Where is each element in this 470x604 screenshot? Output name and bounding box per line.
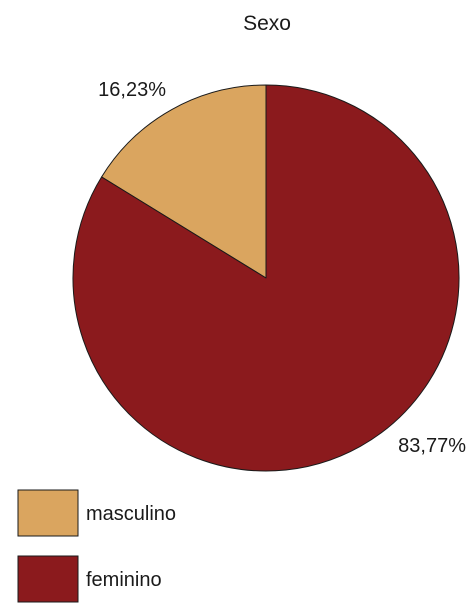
slice-value-label-feminino: 83,77% — [398, 435, 466, 457]
pie-slice-labels: 16,23% 83,77% — [98, 79, 466, 457]
legend: masculino feminino — [17, 489, 176, 603]
pie-slice-feminino — [72, 84, 460, 472]
legend-label-feminino: feminino — [86, 569, 162, 591]
legend-label-masculino: masculino — [86, 503, 176, 525]
chart-title: Sexo — [243, 12, 291, 35]
legend-swatch-feminino — [17, 555, 79, 603]
pie-slice-masculino — [101, 84, 267, 279]
pie-slices — [72, 84, 460, 472]
legend-swatch-masculino — [17, 489, 79, 537]
slice-value-label-masculino: 16,23% — [98, 79, 166, 101]
